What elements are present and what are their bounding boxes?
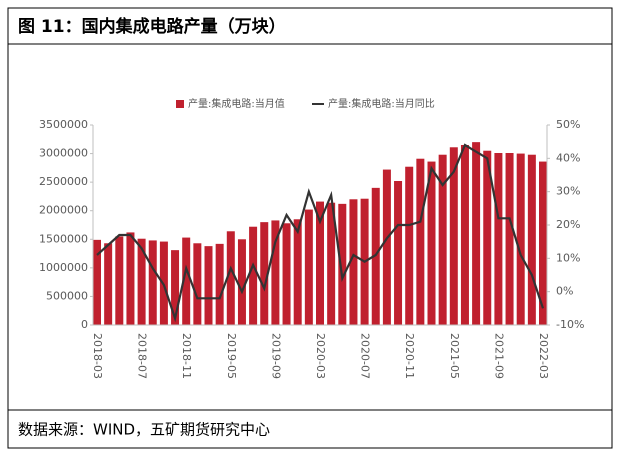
bar [316,201,324,325]
bar [539,161,547,325]
legend-swatch [176,100,184,108]
x-tick-label: 2020-11 [403,333,416,379]
bar [226,231,235,325]
bar [427,161,436,325]
bar [137,238,146,325]
bar [182,237,191,325]
bar [171,250,180,325]
bar [527,154,536,325]
y-tick-label: 0 [81,318,88,331]
bar [115,236,124,325]
legend-label: 产量:集成电路:当月值 [188,97,285,110]
y2-tick-label: -10% [556,318,584,331]
x-tick-label: 2018-11 [180,333,193,379]
x-tick-label: 2020-07 [359,333,372,379]
figure-title: 图 11：国内集成电路产量（万块） [18,16,286,37]
y-tick-label: 2000000 [39,204,88,217]
bar [438,154,447,325]
bar [483,150,492,325]
frame [7,7,613,449]
bar [215,243,224,325]
y-tick-label: 3500000 [39,118,88,131]
bar [371,187,380,325]
bar [204,246,213,325]
source: 数据来源：WIND，五矿期货研究中心 [18,421,270,439]
y2-tick-label: 10% [556,251,580,264]
bar [304,209,313,325]
y-tick-label: 3000000 [39,147,88,160]
x-tick-label: 2019-05 [225,333,238,379]
legend-label: 产量:集成电路:当月同比 [328,97,435,110]
bar [394,181,403,325]
x-tick-label: 2018-07 [136,333,149,379]
bar [193,243,202,325]
x-tick-label: 2019-09 [269,333,282,379]
bar [349,199,358,325]
y2-tick-label: 50% [556,118,580,131]
y2-tick-label: 0% [556,285,573,298]
x-tick-label: 2018-03 [91,333,104,379]
bar [382,169,391,325]
bar [416,158,425,325]
bar [505,153,514,325]
bar [148,240,157,325]
y2-tick-label: 40% [556,151,580,164]
x-tick-label: 2021-05 [448,333,461,379]
bar [93,239,101,325]
bar [449,147,458,325]
bar [338,203,347,325]
bar [494,153,503,325]
bar [260,222,269,325]
bar [460,145,469,325]
y-tick-label: 500000 [46,289,88,302]
bar [516,153,525,325]
bar [271,220,280,325]
y2-tick-label: 20% [556,218,580,231]
bar [126,232,135,325]
line [96,143,545,323]
y-tick-label: 1000000 [39,261,88,274]
y-tick-label: 1500000 [39,232,88,245]
x-tick-label: 2022-03 [537,333,550,379]
y2-tick-label: 30% [556,185,580,198]
bar [327,202,336,325]
bar [249,226,258,325]
bar [405,166,414,325]
bar [104,243,113,325]
y-tick-label: 2500000 [39,175,88,188]
bar [472,142,481,325]
x-tick-label: 2020-03 [314,333,327,379]
x-tick-label: 2021-09 [492,333,505,379]
bar [237,239,246,325]
bar [293,219,302,325]
bar [282,223,291,325]
